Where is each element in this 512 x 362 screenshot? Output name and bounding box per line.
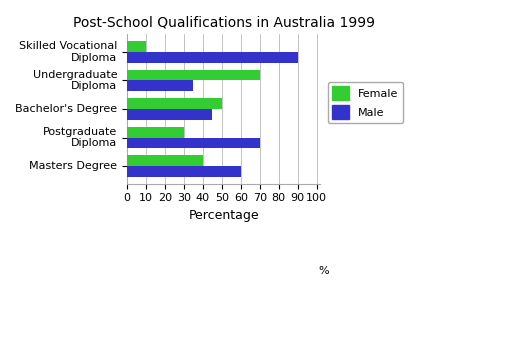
Text: %: % (318, 266, 329, 276)
Title: Post-School Qualifications in Australia 1999: Post-School Qualifications in Australia … (73, 15, 375, 29)
X-axis label: Percentage: Percentage (188, 209, 259, 222)
Bar (127, 41, 146, 52)
Bar (127, 138, 260, 148)
Bar (127, 127, 184, 138)
Bar (127, 155, 203, 166)
Bar (127, 52, 297, 63)
Bar (127, 98, 222, 109)
Bar (127, 166, 241, 177)
Bar (127, 80, 194, 91)
Legend: Female, Male: Female, Male (328, 82, 403, 123)
Bar (127, 109, 212, 120)
Bar (127, 70, 260, 80)
